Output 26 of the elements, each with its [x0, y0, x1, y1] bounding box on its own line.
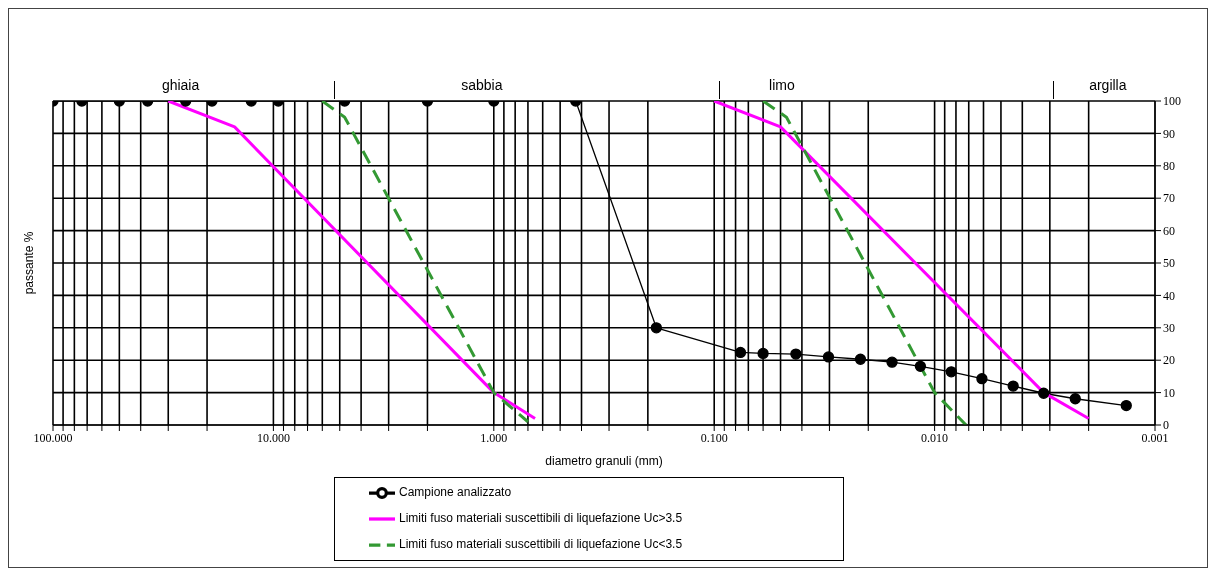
legend-label: Limiti fuso materiali suscettibili di liquefazione Uc>3.5 — [399, 511, 683, 526]
text: argilla — [1089, 77, 1127, 93]
x-tick-label: 100.000 — [33, 430, 73, 445]
y-axis-title: passante % — [22, 231, 37, 295]
y-tick-label: 20 — [1163, 353, 1175, 368]
y-tick-label: 30 — [1163, 321, 1175, 336]
x-axis-title: diametro granuli (mm) — [545, 454, 663, 468]
x-tick-label: 0.001 — [1141, 430, 1169, 445]
y-tick-label: 50 — [1163, 256, 1175, 271]
y-tick-label: 100 — [1163, 94, 1181, 109]
y-tick-label: 40 — [1163, 288, 1175, 303]
x-tick-label: 10.000 — [256, 430, 290, 445]
legend-label: Campione analizzato — [399, 485, 512, 500]
text: limo — [769, 77, 795, 93]
x-tick-label: 0.010 — [921, 430, 949, 445]
y-tick-label: 0 — [1163, 418, 1169, 433]
legend-label: Limiti fuso materiali suscettibili di liquefazione Uc<3.5 — [399, 537, 683, 552]
text: sabbia — [461, 77, 503, 93]
x-tick-label: 0.100 — [700, 430, 728, 445]
y-tick-label: 10 — [1163, 385, 1175, 400]
text: ghiaia — [161, 77, 200, 93]
x-tick-label: 1.000 — [480, 430, 508, 445]
y-tick-label: 90 — [1163, 126, 1175, 141]
y-tick-label: 80 — [1163, 159, 1175, 174]
y-tick-label: 60 — [1163, 223, 1175, 238]
y-tick-label: 70 — [1163, 191, 1175, 206]
